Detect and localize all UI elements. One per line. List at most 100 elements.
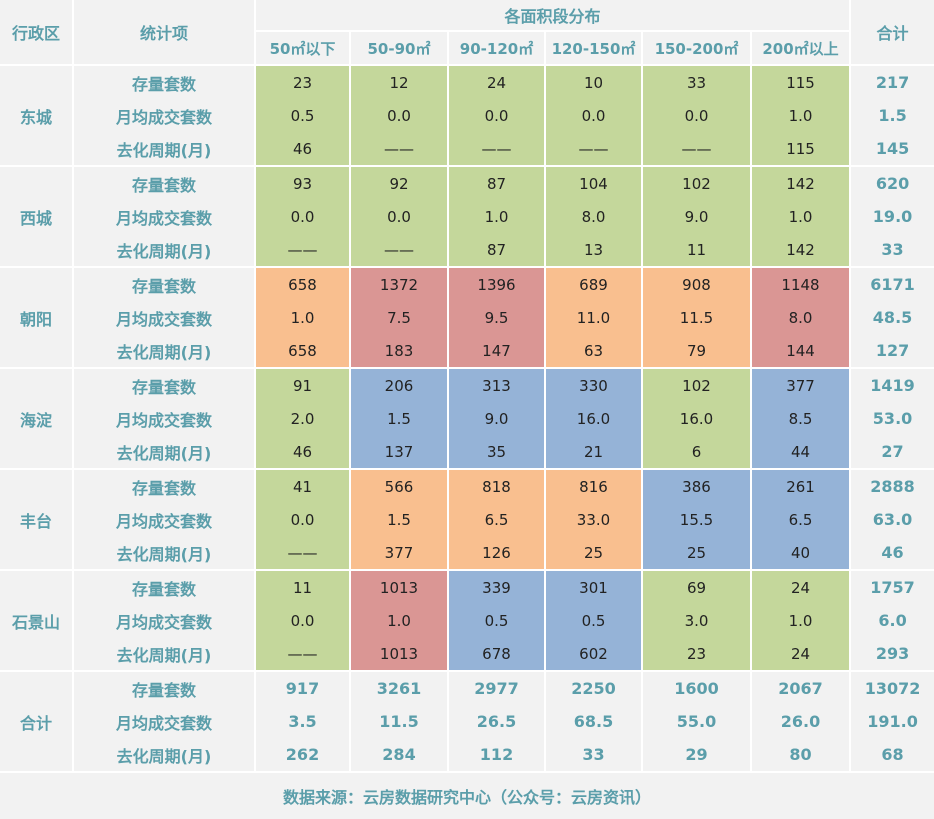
data-cell: 0.5 <box>448 604 546 637</box>
metric-label: 去化周期(月) <box>73 435 256 470</box>
data-cell: 0.5 <box>255 99 351 132</box>
total-cell: 217 <box>850 65 934 99</box>
data-cell: 377 <box>350 536 449 571</box>
data-cell: 261 <box>751 469 852 503</box>
header-size: 120-150㎡ <box>545 31 643 66</box>
data-cell: 33 <box>642 65 752 99</box>
header-size: 200㎡以上 <box>751 31 852 66</box>
total-cell: 68 <box>850 738 934 773</box>
data-cell: 0.0 <box>255 604 351 637</box>
data-cell: 1396 <box>448 267 546 301</box>
data-cell: 13 <box>545 233 643 268</box>
data-cell: 689 <box>545 267 643 301</box>
data-cell: 9.0 <box>642 200 752 233</box>
table-row: 去化周期(月) 262 284 112 33 29 80 68 <box>0 738 934 773</box>
total-cell: 48.5 <box>850 301 934 334</box>
data-cell: 339 <box>448 570 546 604</box>
data-cell: 91 <box>255 368 351 402</box>
metric-label: 月均成交套数 <box>73 200 256 233</box>
data-cell: 3.0 <box>642 604 752 637</box>
data-cell: 24 <box>751 570 852 604</box>
data-cell: 35 <box>448 435 546 470</box>
data-cell: 678 <box>448 637 546 672</box>
header-district: 行政区 <box>0 0 74 66</box>
table-row: 月均成交套数 0.5 0.0 0.0 0.0 0.0 1.0 1.5 <box>0 99 934 132</box>
data-cell: 7.5 <box>350 301 449 334</box>
header-size: 90-120㎡ <box>448 31 546 66</box>
total-cell: 63.0 <box>850 503 934 536</box>
metric-label: 存量套数 <box>73 65 256 99</box>
data-cell: 658 <box>255 267 351 301</box>
data-cell: —— <box>255 536 351 571</box>
data-cell: 8.0 <box>545 200 643 233</box>
data-cell: 11 <box>642 233 752 268</box>
data-cell: —— <box>545 132 643 167</box>
data-cell: 908 <box>642 267 752 301</box>
data-cell: —— <box>642 132 752 167</box>
data-cell: 63 <box>545 334 643 369</box>
metric-label: 存量套数 <box>73 368 256 402</box>
metric-label: 月均成交套数 <box>73 503 256 536</box>
data-cell: 41 <box>255 469 351 503</box>
header-size: 50-90㎡ <box>350 31 449 66</box>
data-cell: 23 <box>255 65 351 99</box>
total-cell: 1757 <box>850 570 934 604</box>
data-cell: 11 <box>255 570 351 604</box>
metric-label: 去化周期(月) <box>73 536 256 571</box>
total-cell: 19.0 <box>850 200 934 233</box>
data-cell: 87 <box>448 166 546 200</box>
table-row: 朝阳 存量套数 658 1372 1396 689 908 1148 6171 <box>0 267 934 369</box>
data-cell: 1148 <box>751 267 852 301</box>
data-cell: 0.0 <box>642 99 752 132</box>
data-cell: 1.5 <box>350 402 449 435</box>
data-cell: 144 <box>751 334 852 369</box>
data-cell: 330 <box>545 368 643 402</box>
data-cell: 15.5 <box>642 503 752 536</box>
data-cell: 93 <box>255 166 351 200</box>
data-cell: 9.5 <box>448 301 546 334</box>
data-cell: 29 <box>642 738 752 773</box>
data-cell: 301 <box>545 570 643 604</box>
data-cell: 1372 <box>350 267 449 301</box>
metric-label: 去化周期(月) <box>73 233 256 268</box>
total-cell: 145 <box>850 132 934 167</box>
table-row: 西城 存量套数 93 92 87 104 102 142 620 <box>0 166 934 268</box>
metric-label: 存量套数 <box>73 267 256 301</box>
data-cell: 11.0 <box>545 301 643 334</box>
total-cell: 191.0 <box>850 705 934 738</box>
table-row: 去化周期(月) —— —— 87 13 11 142 33 <box>0 233 934 268</box>
data-cell: 12 <box>350 65 449 99</box>
metric-label: 存量套数 <box>73 166 256 200</box>
data-cell: 102 <box>642 368 752 402</box>
data-cell: 16.0 <box>642 402 752 435</box>
data-cell: 142 <box>751 166 852 200</box>
data-cell: 2.0 <box>255 402 351 435</box>
total-cell: 46 <box>850 536 934 571</box>
metric-label: 月均成交套数 <box>73 301 256 334</box>
data-cell: 55.0 <box>642 705 752 738</box>
table-row: 去化周期(月) 46 137 35 21 6 44 27 <box>0 435 934 470</box>
data-cell: 3261 <box>350 671 449 705</box>
data-cell: 33 <box>545 738 643 773</box>
district-name: 丰台 <box>0 469 74 571</box>
data-cell: 26.0 <box>751 705 852 738</box>
metric-label: 存量套数 <box>73 671 256 705</box>
data-cell: 126 <box>448 536 546 571</box>
total-cell: 6171 <box>850 267 934 301</box>
data-cell: 147 <box>448 334 546 369</box>
data-cell: 0.0 <box>448 99 546 132</box>
metric-label: 月均成交套数 <box>73 705 256 738</box>
metric-label: 月均成交套数 <box>73 604 256 637</box>
data-cell: 0.0 <box>255 503 351 536</box>
data-cell: 6 <box>642 435 752 470</box>
table-row: 去化周期(月) —— 1013 678 602 23 24 293 <box>0 637 934 672</box>
metric-label: 去化周期(月) <box>73 738 256 773</box>
data-cell: 102 <box>642 166 752 200</box>
metric-label: 月均成交套数 <box>73 402 256 435</box>
metric-label: 去化周期(月) <box>73 637 256 672</box>
data-cell: 10 <box>545 65 643 99</box>
total-cell: 33 <box>850 233 934 268</box>
header-size: 50㎡以下 <box>255 31 351 66</box>
data-cell: —— <box>255 637 351 672</box>
table-row: 月均成交套数 0.0 1.5 6.5 33.0 15.5 6.5 63.0 <box>0 503 934 536</box>
